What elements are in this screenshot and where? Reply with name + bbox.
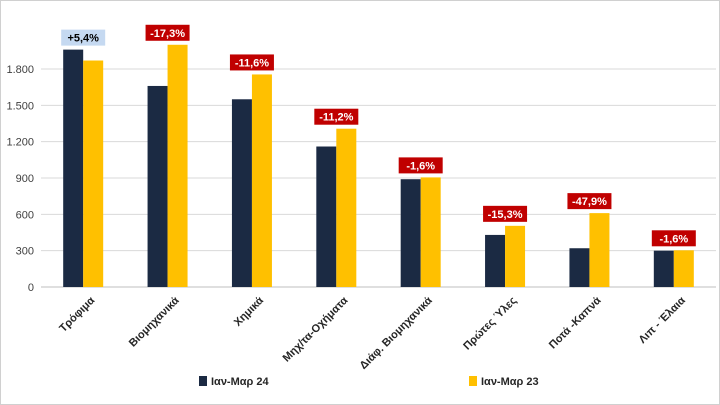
- category-label: Βιομηχανικά: [127, 294, 182, 349]
- bar-2024-2: [231, 99, 252, 288]
- bar-2024-1: [147, 85, 168, 287]
- x-axis-categories: Τρόφιμα Βιομηχανικά Χημικά Μηχ/τα-Οχήματα Δι…: [57, 294, 688, 371]
- bar-2023-5: [505, 225, 526, 287]
- gridlines: [41, 68, 716, 288]
- bar-2023-2: [251, 74, 272, 287]
- y-tick-label: 300: [16, 246, 34, 258]
- bar-2023-0: [83, 60, 104, 288]
- change-label: -1,6%: [406, 160, 435, 172]
- change-label-box: [229, 54, 274, 71]
- legend-label: Ιαν-Μαρ 23: [481, 376, 539, 388]
- category-label: Μηχ/τα-Οχήματα: [281, 294, 351, 364]
- change-label-box: [483, 205, 528, 222]
- bar-2024-4: [400, 179, 421, 287]
- bar-2023-4: [420, 177, 441, 287]
- y-tick-label: 900: [16, 173, 34, 185]
- change-label: +5,4%: [67, 33, 99, 45]
- change-label-box: [398, 157, 443, 174]
- y-tick-label: 1.200: [6, 137, 34, 149]
- change-label: -47,9%: [572, 196, 607, 208]
- bar-2024-6: [569, 248, 590, 287]
- legend-label: Ιαν-Μαρ 24: [211, 376, 270, 388]
- legend-swatch: [199, 376, 207, 386]
- change-labels: +5,4% -17,3% -11,6% -11,2% -1,6% -15,3% -47,9%…: [61, 24, 696, 247]
- bar-2023-6: [589, 213, 610, 287]
- bar-2023-1: [167, 44, 188, 288]
- bar-2024-3: [316, 146, 337, 287]
- category-label: Τρόφιμα: [57, 294, 97, 334]
- change-label: -1,6%: [659, 233, 688, 245]
- legend-swatch: [469, 376, 477, 386]
- change-label-box: [314, 108, 359, 125]
- y-axis-ticks: 0 300 600 900 1.200 1.500 1.800: [6, 64, 34, 294]
- change-label: -11,6%: [235, 57, 269, 69]
- y-tick-label: 600: [16, 209, 34, 221]
- change-label: -11,2%: [319, 112, 353, 124]
- change-label-box: [651, 230, 696, 247]
- change-label-box: [145, 24, 190, 41]
- bar-2024-5: [485, 234, 506, 287]
- bars: [63, 44, 694, 288]
- category-label: Χημικά: [232, 294, 266, 328]
- category-label: Λιπ - Έλαια: [637, 294, 688, 345]
- legend: Ιαν-Μαρ 24 Ιαν-Μαρ 23: [199, 376, 539, 388]
- bar-2024-7: [653, 250, 674, 287]
- y-tick-label: 0: [28, 282, 34, 294]
- change-label: -17,3%: [150, 28, 185, 40]
- change-label: -15,3%: [488, 209, 523, 221]
- bar-2023-7: [673, 250, 694, 287]
- y-tick-label: 1.500: [6, 100, 34, 112]
- change-label-box: [567, 193, 612, 210]
- y-tick-label: 1.800: [6, 64, 34, 76]
- change-label-box: [61, 29, 106, 46]
- category-label: Πρώτες Ύλες: [461, 294, 519, 352]
- category-label: Ποτά -Καπνά: [547, 294, 604, 351]
- bar-2024-0: [63, 49, 84, 287]
- category-label: Διάφ. Βιομηχανικά: [358, 294, 435, 371]
- bar-2023-3: [336, 128, 357, 287]
